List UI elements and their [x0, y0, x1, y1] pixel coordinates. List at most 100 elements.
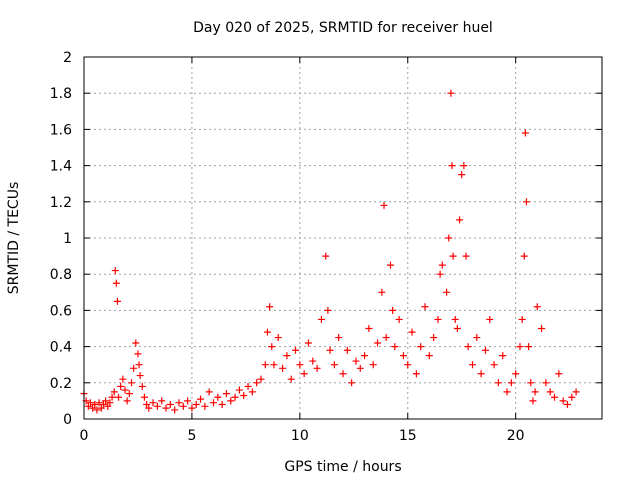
x-tick-label: 20	[507, 428, 525, 444]
data-point	[218, 401, 226, 409]
data-point	[175, 399, 183, 407]
data-point	[253, 379, 261, 387]
data-point	[343, 346, 351, 354]
data-point	[453, 325, 461, 332]
data-point	[460, 162, 468, 170]
y-tick-label: 0.6	[50, 303, 72, 319]
x-tick-label: 0	[80, 428, 89, 444]
data-point	[374, 339, 382, 347]
data-point	[445, 234, 453, 242]
data-point	[102, 397, 110, 405]
data-point	[117, 382, 125, 390]
data-point	[391, 343, 399, 351]
data-point	[110, 388, 118, 396]
x-tick-label: 10	[291, 428, 309, 444]
data-point	[119, 375, 127, 383]
data-point	[494, 379, 502, 387]
data-point	[378, 288, 386, 296]
data-point	[525, 343, 533, 351]
data-point	[529, 397, 537, 405]
data-point	[559, 397, 567, 405]
data-point	[464, 343, 472, 351]
data-point	[214, 393, 222, 401]
data-point	[91, 401, 99, 409]
data-point	[326, 346, 334, 354]
data-point	[179, 402, 187, 410]
data-point	[369, 361, 377, 369]
data-point	[108, 393, 116, 401]
data-point	[417, 343, 425, 351]
data-point	[512, 370, 520, 378]
data-point	[317, 315, 325, 323]
y-tick-label: 1.4	[50, 159, 72, 175]
data-point	[104, 402, 112, 410]
data-point	[240, 391, 248, 399]
data-point	[473, 334, 481, 342]
data-point	[490, 361, 498, 369]
data-point	[121, 386, 129, 394]
data-point	[127, 379, 135, 387]
data-point	[309, 357, 317, 365]
y-tick-label: 0.8	[50, 267, 72, 283]
data-point	[227, 397, 235, 405]
data-point	[563, 401, 571, 409]
data-point	[365, 325, 373, 332]
data-point	[130, 364, 138, 372]
data-point	[335, 334, 343, 342]
data-point	[451, 315, 459, 323]
data-points	[80, 89, 580, 414]
data-point	[261, 361, 269, 369]
data-point	[546, 388, 554, 396]
data-point	[171, 406, 179, 414]
data-point	[304, 339, 312, 347]
data-point	[386, 261, 394, 269]
data-point	[527, 379, 535, 387]
data-point	[380, 201, 388, 209]
data-point	[447, 89, 455, 97]
data-point	[231, 393, 239, 401]
y-tick-label: 2	[63, 50, 72, 66]
data-point	[138, 382, 146, 390]
data-point	[115, 393, 123, 401]
data-point	[436, 270, 444, 278]
data-point	[192, 401, 200, 409]
data-point	[449, 252, 457, 260]
data-point	[197, 395, 205, 403]
data-point	[145, 404, 153, 412]
data-point	[184, 397, 192, 405]
data-point	[313, 364, 321, 372]
data-point	[522, 198, 530, 206]
y-tick-label: 1.2	[50, 195, 72, 211]
data-point	[268, 343, 276, 351]
data-point	[438, 261, 446, 269]
data-point	[531, 388, 539, 396]
data-point	[538, 325, 546, 332]
data-point	[518, 315, 526, 323]
data-point	[443, 288, 451, 296]
data-point	[395, 315, 403, 323]
data-point	[158, 397, 166, 405]
data-point	[503, 388, 511, 396]
data-point	[516, 343, 524, 351]
data-point	[434, 315, 442, 323]
plot-area-frame	[83, 56, 603, 420]
data-point	[456, 216, 464, 224]
data-point	[222, 390, 230, 398]
data-point	[324, 306, 332, 314]
y-tick-label: 1	[63, 231, 72, 247]
data-point	[458, 171, 466, 179]
data-point	[111, 267, 119, 275]
data-point	[136, 372, 144, 380]
data-point	[266, 303, 274, 311]
data-point	[339, 370, 347, 378]
data-point	[132, 339, 140, 347]
data-point	[568, 393, 576, 401]
data-point	[486, 315, 494, 323]
data-point	[270, 361, 278, 369]
data-point	[430, 334, 438, 342]
data-point	[425, 352, 433, 360]
data-point	[257, 375, 265, 383]
data-point	[95, 399, 103, 407]
